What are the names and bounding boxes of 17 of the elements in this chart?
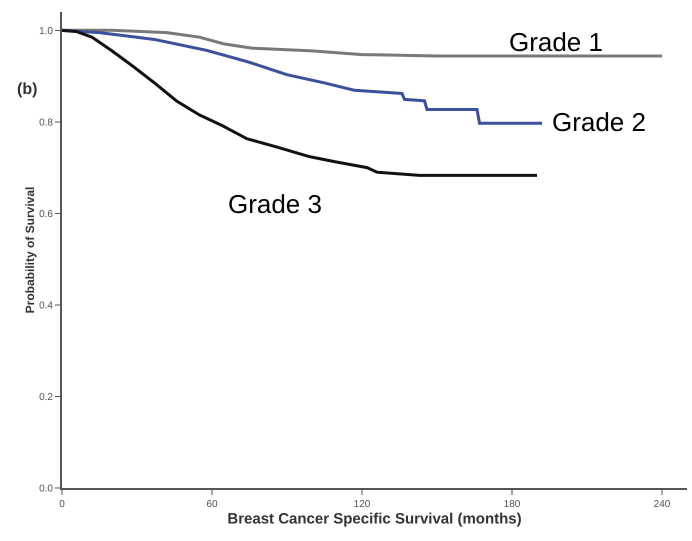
y-tick-label: 0.2: [39, 392, 54, 403]
x-tick-label: 120: [354, 499, 371, 510]
series-label: Grade 3: [228, 189, 322, 219]
x-tick-label: 180: [504, 499, 521, 510]
series-label: Grade 1: [509, 27, 603, 57]
x-tick-label: 240: [654, 499, 671, 510]
y-axis-title: Probability of Survival: [22, 186, 37, 314]
text: (b): [17, 81, 38, 98]
x-tick-label: 60: [206, 499, 218, 510]
y-tick-label: 0.8: [39, 117, 54, 128]
x-tick-label: 0: [59, 499, 66, 510]
y-tick-label: 0.6: [39, 208, 54, 220]
x-axis-title: Breast Cancer Specific Survival (months): [227, 510, 522, 528]
y-tick-label: 0.4: [39, 300, 54, 312]
y-tick-label: 1.0: [39, 26, 54, 37]
y-tick-label: 0.0: [39, 484, 54, 494]
series-label: Grade 2: [552, 107, 646, 137]
